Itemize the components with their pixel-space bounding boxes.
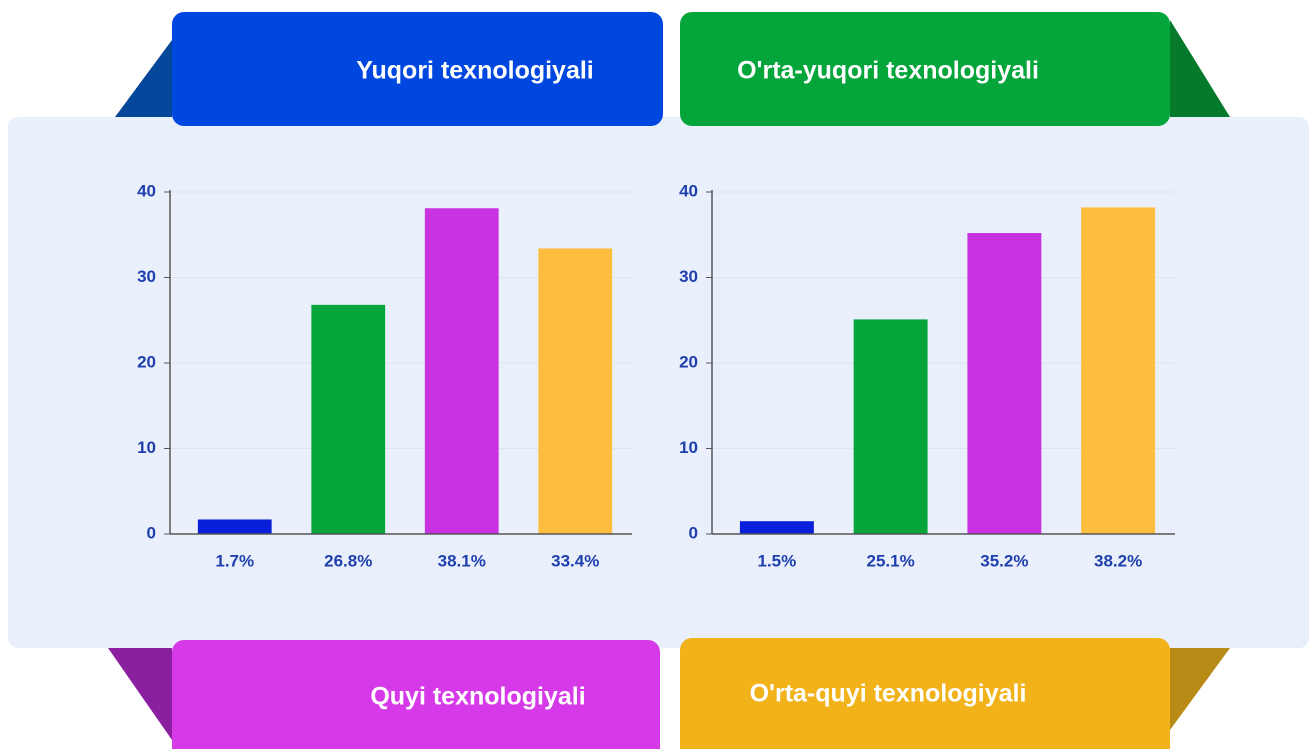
y-tick-label: 0 <box>147 523 156 542</box>
banner-fold <box>1170 20 1230 117</box>
value-label: 33.4% <box>551 551 599 570</box>
bar <box>197 519 272 534</box>
y-tick-label: 30 <box>137 267 156 286</box>
banner <box>172 640 660 749</box>
value-label: 25.1% <box>867 551 915 570</box>
bar <box>967 233 1042 535</box>
value-label: 38.2% <box>1094 551 1142 570</box>
value-label: 26.8% <box>324 551 372 570</box>
banner-fold <box>1170 648 1230 730</box>
y-tick-label: 40 <box>137 181 156 200</box>
bar <box>1081 207 1156 534</box>
banner <box>172 12 663 126</box>
bar <box>739 521 814 534</box>
y-tick-label: 0 <box>689 523 698 542</box>
banner-fold <box>115 40 172 117</box>
banner-label: O'rta-yuqori texnologiyali <box>737 57 1039 85</box>
y-tick-label: 30 <box>679 267 698 286</box>
bar <box>424 208 499 534</box>
bar <box>853 319 928 534</box>
banner <box>680 12 1170 126</box>
y-tick-label: 20 <box>137 352 156 371</box>
y-tick-label: 20 <box>679 352 698 371</box>
banner-fold <box>108 648 172 740</box>
banner-label: O'rta-quyi texnologiyali <box>750 680 1027 708</box>
bar <box>538 248 613 534</box>
value-label: 1.7% <box>215 551 254 570</box>
y-tick-label: 10 <box>679 438 698 457</box>
value-label: 35.2% <box>980 551 1028 570</box>
banner-label: Yuqori texnologiyali <box>356 57 594 85</box>
value-label: 1.5% <box>758 551 797 570</box>
y-tick-label: 10 <box>137 438 156 457</box>
value-label: 38.1% <box>438 551 486 570</box>
y-tick-label: 40 <box>679 181 698 200</box>
bar <box>311 304 386 534</box>
banner <box>680 638 1170 749</box>
banner-label: Quyi texnologiyali <box>370 683 585 711</box>
